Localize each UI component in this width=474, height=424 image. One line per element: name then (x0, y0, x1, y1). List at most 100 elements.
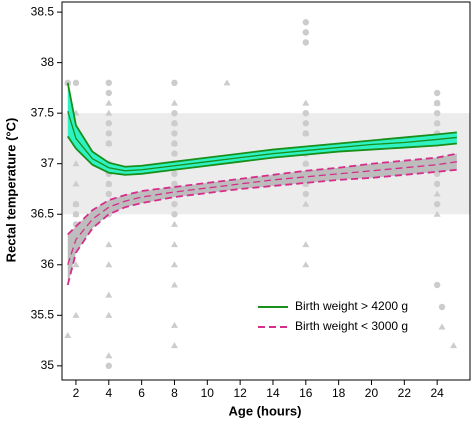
plot-frame (61, 1, 471, 381)
legend-label: Birth weight < 3000 g (295, 319, 408, 333)
legend-marker (438, 323, 446, 330)
band-edge (66, 168, 457, 286)
data-point (171, 79, 178, 87)
data-point (64, 79, 72, 86)
x-tick-label: 12 (233, 386, 247, 400)
x-tick-label: 2 (73, 386, 80, 400)
data-point (223, 79, 231, 86)
y-tick-label: 37.5 (31, 105, 55, 119)
y-tick-label: 38.5 (31, 4, 55, 18)
data-point (72, 180, 80, 187)
y-axis-label: Rectal temperature (°C) (3, 118, 18, 263)
x-axis-label: Age (hours) (229, 403, 302, 418)
data-point (170, 261, 178, 268)
data-point (105, 241, 113, 248)
data-point (105, 180, 113, 187)
data-point (433, 210, 441, 217)
data-point (105, 89, 112, 97)
y-tick-label: 36.5 (31, 206, 55, 220)
data-point (72, 261, 80, 268)
data-point (105, 291, 113, 298)
y-tick-label: 36 (41, 257, 55, 271)
data-point (302, 99, 310, 106)
data-point (450, 342, 458, 349)
data-point (302, 109, 310, 117)
data-point (105, 130, 112, 137)
data-point (170, 119, 178, 126)
line (67, 161, 457, 265)
data-point (171, 200, 178, 208)
x-tick-label: 8 (171, 386, 178, 400)
data-point (105, 190, 112, 198)
data-point (433, 89, 441, 97)
y-tick-label: 37 (41, 156, 55, 170)
data-point (105, 362, 112, 370)
data-point (105, 261, 113, 268)
data-point (302, 129, 310, 136)
y-tick-label: 38 (41, 55, 55, 69)
x-tick-label: 4 (105, 386, 112, 400)
data-point (64, 332, 72, 339)
data-point (72, 79, 80, 87)
data-point (433, 180, 441, 188)
data-point (170, 99, 178, 106)
data-point (170, 321, 178, 328)
x-tick-label: 18 (332, 386, 346, 400)
data-point (302, 29, 310, 36)
data-point (302, 39, 310, 46)
data-point (105, 311, 113, 318)
x-tick-label: 6 (138, 386, 145, 400)
data-point (105, 99, 113, 106)
data-point (170, 281, 178, 288)
data-point (105, 352, 113, 359)
data-point (302, 120, 310, 127)
data-point (105, 109, 113, 116)
data-point (171, 130, 178, 137)
data-point (170, 220, 178, 227)
data-point (170, 342, 178, 349)
band-edge (66, 82, 457, 168)
data-point (433, 281, 441, 289)
data-point (302, 241, 310, 248)
data-point (433, 99, 441, 106)
data-point (171, 211, 178, 218)
data-point (433, 200, 441, 208)
legend-label: Birth weight > 4200 g (295, 299, 408, 313)
data-point (170, 241, 178, 248)
data-point (171, 109, 178, 117)
data-point (105, 139, 113, 146)
y-tick-label: 35 (41, 358, 55, 372)
data-point (302, 19, 310, 26)
x-tick-label: 14 (266, 386, 280, 400)
data-point (433, 109, 441, 117)
x-tick-label: 20 (365, 386, 379, 400)
x-tick-label: 22 (398, 386, 412, 400)
data-point (72, 311, 80, 318)
confidence-band (67, 82, 457, 175)
data-point (105, 120, 112, 127)
data-point (433, 190, 441, 197)
legend-marker (438, 303, 446, 311)
x-tick-label: 16 (299, 386, 313, 400)
data-point (105, 79, 112, 87)
data-point (302, 190, 310, 198)
data-point (302, 261, 310, 268)
data-point (433, 119, 441, 126)
x-tick-label: 10 (201, 386, 215, 400)
data-point (72, 160, 80, 167)
band-edge (67, 152, 458, 236)
data-point (170, 139, 178, 146)
y-tick-label: 35.5 (31, 307, 55, 321)
line (67, 110, 457, 172)
band-edge (67, 135, 457, 176)
data-point (170, 180, 178, 187)
data-point (171, 170, 178, 178)
data-point (171, 150, 178, 157)
data-point (72, 200, 80, 207)
data-point (302, 180, 310, 187)
data-point (302, 160, 310, 167)
data-point (72, 210, 80, 217)
x-tick-label: 24 (430, 386, 444, 400)
